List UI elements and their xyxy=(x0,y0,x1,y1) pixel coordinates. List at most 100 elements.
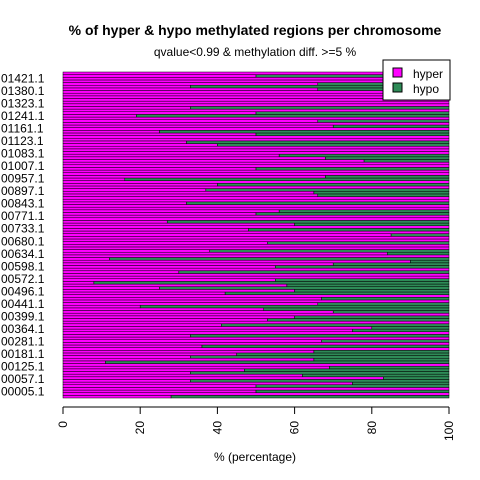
x-tick-label: 0 xyxy=(56,421,70,428)
bar-hyper xyxy=(62,183,218,187)
bar-hyper xyxy=(62,244,450,248)
bar-hypo xyxy=(205,188,450,192)
bar-hyper xyxy=(62,286,160,290)
x-axis-label: % (percentage) xyxy=(214,450,296,464)
bar-hyper xyxy=(62,196,450,200)
bar-hyper xyxy=(62,344,203,348)
bar-hyper xyxy=(62,312,450,317)
bar-hyper xyxy=(62,249,210,253)
bar-hyper xyxy=(62,395,172,399)
bar-hyper xyxy=(62,124,334,128)
bar-hyper xyxy=(62,116,450,120)
bar-hyper xyxy=(62,270,180,274)
y-tick-label: 00057.1 xyxy=(1,372,45,386)
bar-hyper xyxy=(62,246,450,250)
bar-hyper xyxy=(62,122,450,126)
bar-hyper xyxy=(62,201,187,205)
bar-hypo xyxy=(201,344,450,348)
y-tick-label: 00733.1 xyxy=(1,222,45,236)
bar-hyper xyxy=(62,193,319,197)
bar-hypo xyxy=(275,278,450,282)
bar-hyper xyxy=(62,220,168,224)
bar-hyper xyxy=(62,177,126,181)
bar-hyper xyxy=(62,360,106,364)
bar-hyper xyxy=(62,225,450,229)
bar-hyper xyxy=(62,315,295,319)
bar-hypo xyxy=(244,368,450,372)
y-tick-label: 01083.1 xyxy=(1,147,45,161)
bar-hyper xyxy=(62,153,280,158)
bar-hyper xyxy=(62,262,334,266)
bar-hypo xyxy=(371,326,450,330)
bar-hypo xyxy=(278,209,450,213)
bar-hyper xyxy=(62,384,257,388)
bar-hypo xyxy=(248,228,450,232)
bar-hyper xyxy=(62,228,249,232)
bar-hyper xyxy=(62,278,276,282)
bar-hyper xyxy=(62,127,450,131)
bar-hyper xyxy=(62,212,257,216)
y-tick-label: 00572.1 xyxy=(1,272,45,286)
bar-hyper xyxy=(62,259,411,264)
bar-hyper xyxy=(62,135,450,139)
bar-hypo xyxy=(190,106,450,110)
bar-hyper xyxy=(62,114,137,118)
bar-hyper xyxy=(62,254,450,258)
bar-hypo xyxy=(255,212,450,216)
bar-hyper xyxy=(62,204,450,208)
bar-hyper xyxy=(62,389,257,393)
bar-hyper xyxy=(62,281,95,285)
y-tick-label: 00281.1 xyxy=(1,335,45,349)
y-tick-label: 00496.1 xyxy=(1,284,45,298)
bar-hypo xyxy=(317,302,450,306)
bar-hyper xyxy=(62,307,264,311)
bar-hyper xyxy=(62,143,218,147)
bar-hypo xyxy=(294,315,450,319)
bar-hypo xyxy=(321,339,450,343)
bar-hyper xyxy=(62,238,450,242)
bar-hyper xyxy=(62,379,191,383)
y-tick-label: 01380.1 xyxy=(1,84,45,98)
bar-hyper xyxy=(62,188,207,192)
x-tick-label: 80 xyxy=(365,421,379,435)
bar-hypo xyxy=(186,201,450,205)
y-tick-label: 00634.1 xyxy=(1,247,45,261)
bar-hypo xyxy=(263,307,450,311)
bar-hyper xyxy=(62,198,450,203)
bar-hyper xyxy=(62,175,326,179)
bar-hyper xyxy=(62,352,237,356)
bar-hyper xyxy=(62,85,191,89)
bar-hyper xyxy=(62,108,450,113)
bar-hypo xyxy=(190,379,450,383)
bar-hyper xyxy=(62,251,388,256)
bar-hypo xyxy=(209,249,450,253)
bar-hyper xyxy=(62,100,450,105)
bar-hypo xyxy=(383,376,450,380)
bar-hypo xyxy=(255,384,450,388)
bar-hyper xyxy=(62,151,450,155)
bar-hyper xyxy=(62,365,330,370)
y-tick-label: 00680.1 xyxy=(1,234,45,248)
legend: hyper hypo xyxy=(382,59,451,101)
bar-hypo xyxy=(124,177,450,181)
bar-hyper xyxy=(62,172,450,176)
bar-hyper xyxy=(62,74,257,78)
bar-hyper xyxy=(62,350,315,354)
bar-hyper xyxy=(62,169,450,173)
bar-hypo xyxy=(217,143,450,147)
bar-hyper xyxy=(62,132,257,136)
y-tick-label: 00364.1 xyxy=(1,322,45,336)
bar-hyper xyxy=(62,164,450,168)
y-tick-label: 01241.1 xyxy=(1,109,45,123)
bar-hypo xyxy=(302,373,450,378)
bar-hyper xyxy=(62,191,315,195)
bar-hyper xyxy=(62,82,319,86)
bar-hypo xyxy=(317,193,450,197)
y-tick-label: 01421.1 xyxy=(1,71,45,85)
bar-hypo xyxy=(329,365,450,370)
bar-hypo xyxy=(390,233,450,237)
bar-hypo xyxy=(286,283,450,287)
bar-hyper xyxy=(62,236,450,240)
legend-swatch-hyper xyxy=(392,67,403,78)
